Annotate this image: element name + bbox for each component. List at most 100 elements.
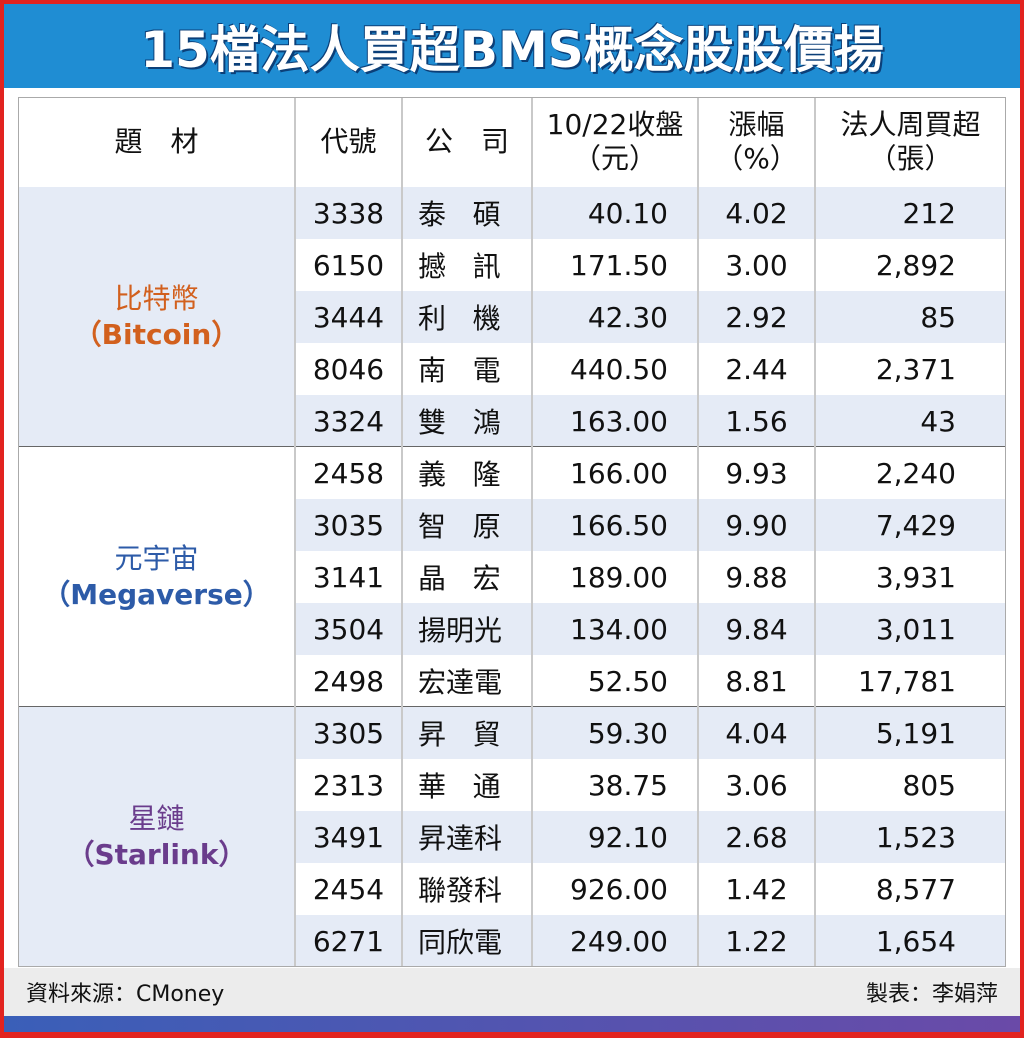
company: 聯發科 [418,874,503,907]
title-bar [4,4,1020,88]
topic-cell: 元宇宙 （Megaverse） [18,447,295,707]
change: 1.22 [725,924,788,958]
column-line [294,97,296,967]
header-cell: 題 材 [18,97,295,187]
header-text: 法人周買超 [840,108,981,141]
volume: 805 [902,768,956,802]
price: 40.10 [587,196,668,230]
code: 6150 [312,248,385,282]
row-bg [295,187,1006,239]
topic-en: （Bitcoin） [73,318,240,351]
company: 宏達電 [418,666,503,699]
row-bg [295,655,1006,707]
change: 3.06 [725,768,788,802]
price: 171.50 [570,248,668,282]
topic-en: （Megaverse） [42,578,271,611]
volume: 3,931 [875,560,956,594]
header-text: 公 司 [424,125,509,158]
company: 揚明光 [418,614,503,647]
code: 2313 [312,768,385,802]
topic-name: 星鏈 [128,802,185,835]
table-border [18,97,1006,967]
column-line [401,97,403,967]
change: 4.02 [725,196,788,230]
price: 59.30 [587,716,668,750]
price: 52.50 [587,664,668,698]
topic-name: 比特幣 [114,282,199,315]
maker: 製表：李娟萍 [865,982,998,1007]
header-text: 代號 [320,125,377,158]
header-cell: 法人周買超 （張） [815,97,1006,187]
change: 9.88 [725,560,788,594]
code: 8046 [312,352,385,386]
change: 2.44 [725,352,788,386]
company: 晶宏 [418,562,528,595]
column-line [814,97,816,967]
price: 166.50 [570,508,668,542]
company: 撼訊 [418,250,528,283]
bottom-stripe [4,1016,1020,1032]
volume: 8,577 [875,872,956,906]
column-line [697,97,699,967]
header-cell: 公 司 [402,97,532,187]
topic-cell: 星鏈 （Starlink） [18,707,295,967]
header-text: （張） [868,142,953,175]
code: 3491 [312,820,385,854]
header-text: 漲幅 [728,108,785,141]
price: 163.00 [570,404,668,438]
code: 2498 [312,664,385,698]
header-text: （%） [715,142,798,175]
row-bg [295,395,1006,447]
price: 134.00 [570,612,668,646]
price: 440.50 [570,352,668,386]
topic-cell: 比特幣 （Bitcoin） [18,187,295,447]
code: 2454 [312,872,385,906]
row-bg [295,811,1006,863]
change: 9.84 [725,612,788,646]
code: 6271 [312,924,385,958]
company: 利機 [418,302,528,335]
volume: 3,011 [875,612,956,646]
change: 2.92 [725,300,788,334]
code: 3444 [312,300,385,334]
topic-name: 元宇宙 [114,542,199,575]
volume: 7,429 [875,508,956,542]
company: 昇達科 [418,822,503,855]
price: 926.00 [570,872,668,906]
company: 雙鴻 [418,406,528,439]
volume: 2,892 [875,248,956,282]
change: 3.00 [725,248,788,282]
row-bg [295,291,1006,343]
volume: 17,781 [858,664,956,698]
company: 同欣電 [418,926,503,959]
code: 2458 [312,456,385,490]
code: 3305 [312,716,385,750]
price: 249.00 [570,924,668,958]
change: 9.93 [725,456,788,490]
row-bg [295,239,1006,291]
column-line [531,97,533,967]
header-text: 題 材 [114,125,199,158]
price: 38.75 [587,768,668,802]
volume: 85 [920,300,956,334]
price: 189.00 [570,560,668,594]
price: 42.30 [587,300,668,334]
company: 昇貿 [418,718,528,751]
company: 南電 [418,354,528,387]
code: 3141 [312,560,385,594]
company: 義隆 [418,458,528,491]
row-bg [295,499,1006,551]
company: 泰碩 [418,198,528,231]
row-bg [295,447,1006,499]
row-bg [295,551,1006,603]
change: 8.81 [725,664,788,698]
topic-en: （Starlink） [66,838,247,871]
change: 2.68 [725,820,788,854]
company: 華通 [418,770,528,803]
price: 166.00 [570,456,668,490]
code: 3324 [312,404,385,438]
header-text: （元） [572,142,657,175]
change: 4.04 [725,716,788,750]
header-cell: 10/22收盤 （元） [532,97,698,187]
price: 92.10 [587,820,668,854]
